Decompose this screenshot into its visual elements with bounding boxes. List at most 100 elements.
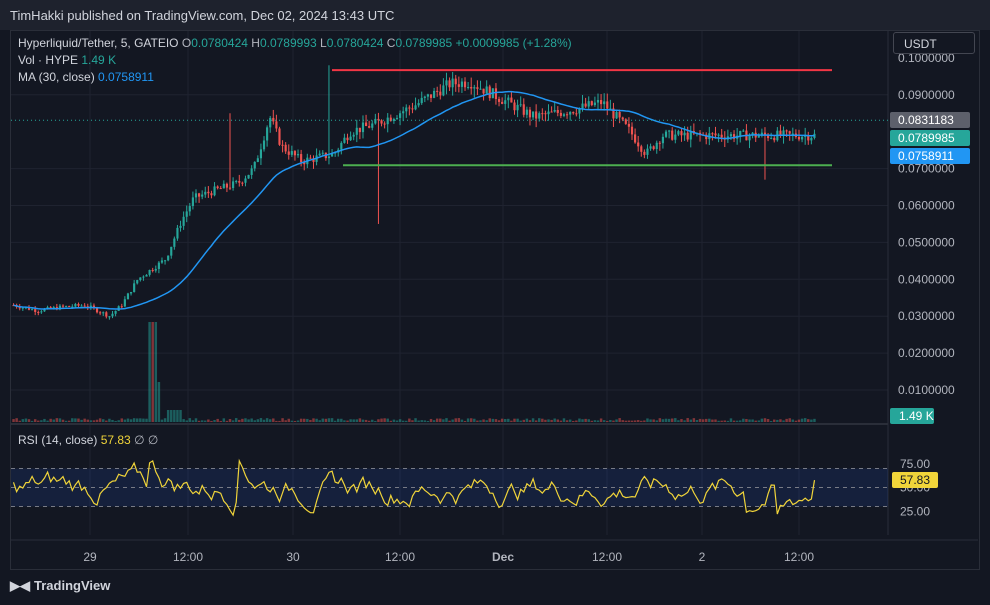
volume-bar: [615, 419, 618, 422]
candle-body: [318, 153, 321, 156]
volume-bar: [188, 418, 192, 422]
volume-bar: [568, 419, 572, 422]
volume-bar: [321, 418, 325, 422]
ma-legend[interactable]: MA (30, close) 0.0758911: [18, 70, 154, 84]
candle-body: [683, 132, 686, 136]
candle-body: [674, 134, 677, 140]
candle-body: [513, 102, 516, 111]
volume-bar: [581, 419, 584, 422]
candle-body: [46, 307, 49, 309]
candle-body: [609, 108, 612, 110]
candle-body: [31, 309, 34, 311]
candle-body: [256, 158, 259, 162]
candle-body: [621, 117, 624, 120]
volume-bar: [411, 420, 414, 422]
candle-body: [18, 306, 21, 309]
rsi-tick-label: 25.00: [900, 504, 930, 518]
volume-bar: [751, 419, 754, 422]
volume-bar: [482, 419, 485, 422]
volume-bar: [371, 419, 374, 422]
volume-bar: [142, 418, 145, 422]
price-tick-label: 0.1000000: [898, 51, 955, 65]
candle-body: [148, 269, 151, 275]
volume-bar: [640, 420, 643, 422]
candle-body: [606, 101, 609, 109]
candle-body: [630, 126, 634, 135]
volume-bar: [488, 418, 491, 422]
volume-bar: [460, 419, 464, 422]
volume-bar: [200, 420, 204, 422]
volume-bar: [398, 419, 402, 422]
candle-body: [423, 96, 426, 98]
candle-body: [442, 85, 445, 96]
volume-bar: [664, 418, 668, 422]
volume-bar: [333, 420, 337, 422]
volume-bar: [18, 420, 21, 422]
candle-body: [167, 255, 170, 261]
candle-body: [575, 113, 578, 115]
volume-bar: [757, 420, 761, 422]
volume-bar: [692, 418, 696, 422]
volume-bar: [742, 418, 745, 422]
volume-bar: [238, 419, 241, 422]
volume-bar: [219, 420, 222, 422]
volume-bar: [296, 420, 300, 422]
volume-bar: [485, 420, 488, 422]
volume-badge-label: 1.49 K: [899, 409, 934, 423]
volume-bar: [395, 420, 399, 422]
candle-body: [627, 123, 630, 127]
volume-bar: [222, 418, 226, 422]
volume-bar: [86, 419, 89, 422]
candle-body: [596, 100, 600, 103]
brand-name: TradingView: [34, 578, 111, 593]
volume-bar: [414, 418, 417, 422]
candle-body: [457, 84, 460, 87]
candle-body: [247, 174, 250, 179]
price-tick-label: 0.0200000: [898, 346, 955, 360]
candle-body: [516, 104, 519, 111]
candle-body: [519, 104, 522, 106]
volume-bar: [763, 418, 767, 422]
volume-bar: [704, 418, 708, 422]
candle-body: [664, 131, 668, 137]
volume-bar: [590, 420, 594, 422]
volume-bar: [250, 418, 253, 422]
candle-body: [686, 132, 689, 140]
volume-bar: [494, 419, 498, 422]
volume-bar: [117, 420, 120, 422]
candle-body: [216, 186, 219, 189]
candle-body: [531, 111, 535, 118]
volume-bar: [630, 420, 634, 422]
volume-bar: [401, 420, 405, 422]
candle-body: [123, 299, 126, 307]
candle-body: [578, 108, 581, 114]
volume-bar: [163, 418, 167, 422]
candle-body: [281, 144, 284, 146]
candle-body: [773, 137, 776, 141]
volume-bar: [420, 420, 423, 422]
candle-body: [83, 305, 86, 307]
volume-legend[interactable]: Vol · HYPE 1.49 K: [18, 53, 116, 67]
time-tick-label: 12:00: [173, 550, 203, 564]
candle-body: [562, 114, 566, 116]
candle-body: [448, 80, 451, 88]
rsi-legend[interactable]: RSI (14, close) 57.83 ∅ ∅: [18, 433, 158, 447]
volume-bar: [417, 420, 420, 422]
low-label: L: [320, 36, 327, 50]
volume-bar: [383, 418, 386, 422]
volume-bar: [810, 419, 813, 422]
volume-bar: [129, 419, 133, 422]
volume-bar: [435, 418, 439, 422]
volume-bar: [343, 420, 346, 422]
symbol-label[interactable]: Hyperliquid/Tether, 5, GATEIO: [18, 36, 179, 50]
volume-bar: [268, 419, 272, 422]
time-tick-label: 12:00: [784, 550, 814, 564]
candle-body: [528, 109, 532, 118]
volume-bar: [30, 420, 34, 422]
candle-body: [550, 111, 553, 113]
candle-body: [225, 183, 228, 188]
volume-bar: [541, 418, 544, 422]
candle-body: [399, 113, 402, 118]
currency-selector[interactable]: USDT: [893, 32, 975, 54]
